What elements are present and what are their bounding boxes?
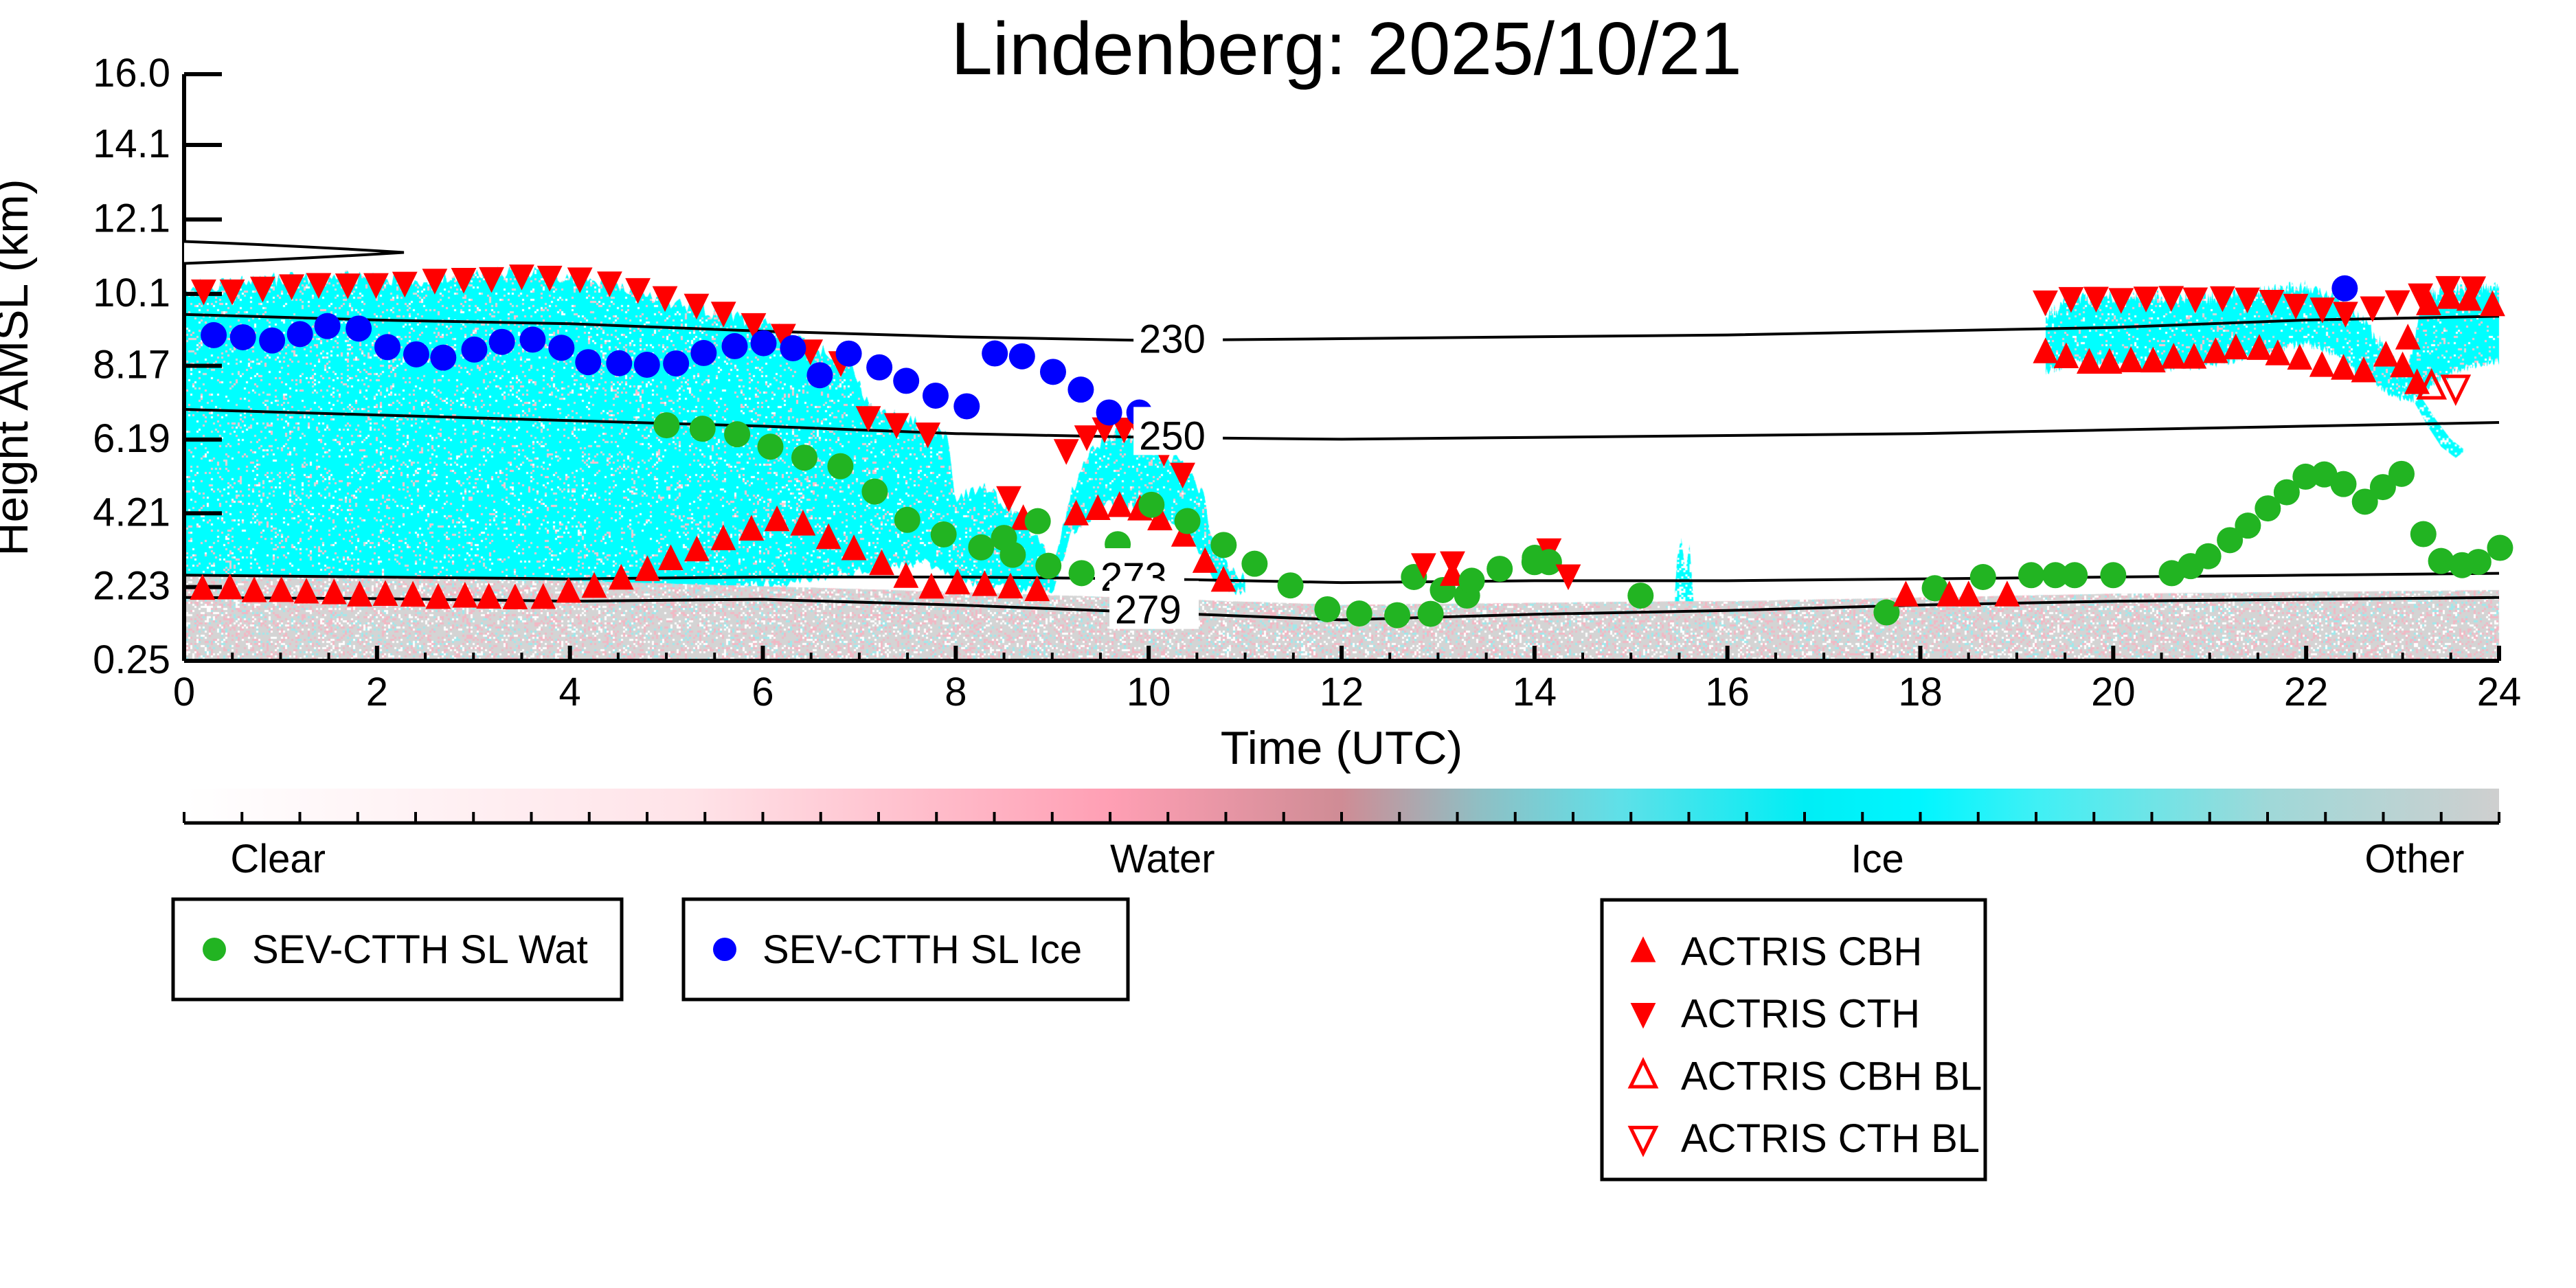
svg-text:SEV-CTTH SL Wat: SEV-CTTH SL Wat <box>252 927 588 972</box>
svg-text:ACTRIS CTH: ACTRIS CTH <box>1681 992 1920 1037</box>
svg-text:ACTRIS CBH: ACTRIS CBH <box>1681 929 1922 974</box>
svg-text:ACTRIS CTH BL: ACTRIS CTH BL <box>1681 1116 1980 1161</box>
svg-text:ACTRIS CBH BL: ACTRIS CBH BL <box>1681 1054 1982 1098</box>
svg-text:SEV-CTTH SL Ice: SEV-CTTH SL Ice <box>762 927 1082 972</box>
